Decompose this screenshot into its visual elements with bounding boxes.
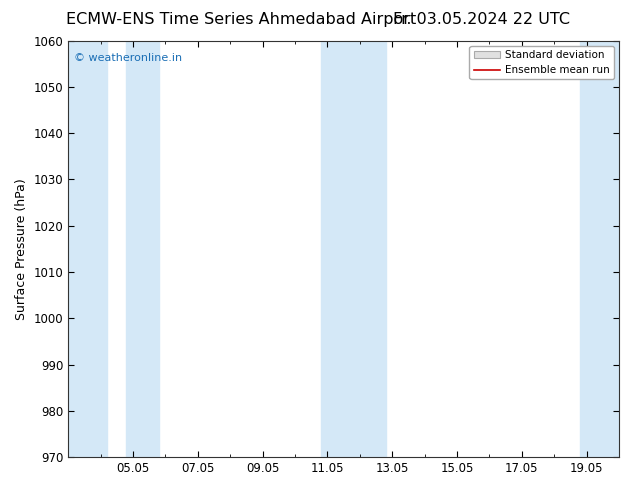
Text: © weatheronline.in: © weatheronline.in (74, 53, 182, 63)
Bar (321, 41, 385, 457)
Bar (580, 41, 619, 457)
Text: ECMW-ENS Time Series Ahmedabad Airport: ECMW-ENS Time Series Ahmedabad Airport (66, 12, 416, 27)
Bar (127, 41, 159, 457)
Bar (68, 41, 107, 457)
Legend: Standard deviation, Ensemble mean run: Standard deviation, Ensemble mean run (469, 46, 614, 79)
Text: Fr. 03.05.2024 22 UTC: Fr. 03.05.2024 22 UTC (393, 12, 571, 27)
Y-axis label: Surface Pressure (hPa): Surface Pressure (hPa) (15, 178, 28, 320)
